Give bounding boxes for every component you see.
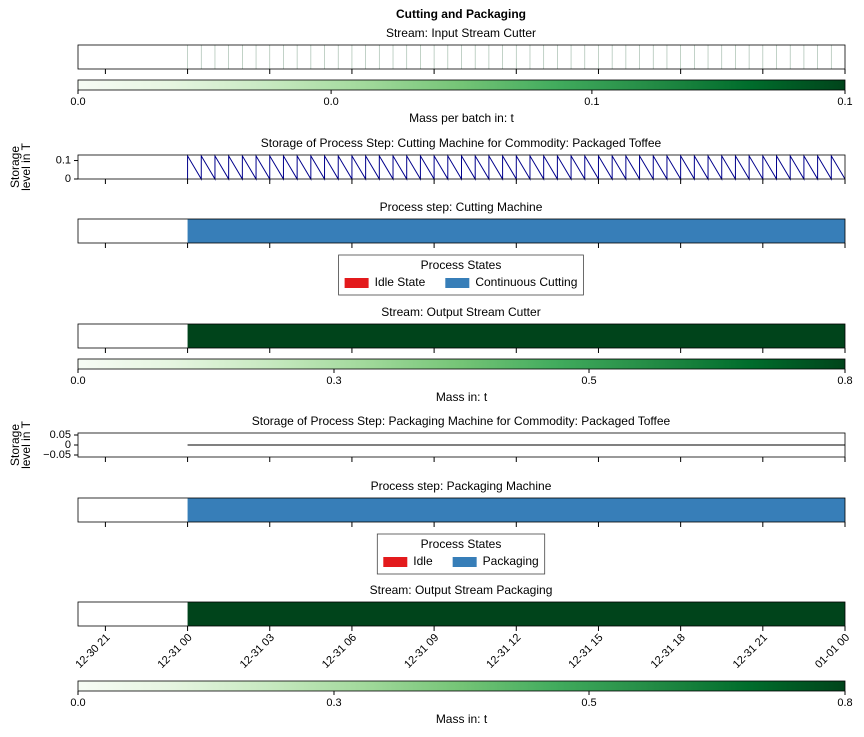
y-axis-label: Storage [8,424,22,466]
legend: Process States Idle Packaging [376,533,546,575]
panel-title: Stream: Output Stream Cutter [381,305,540,319]
panel-frame [77,323,846,349]
panel-frame [77,497,846,523]
panel-frame [77,154,846,180]
legend-label: Continuous Cutting [475,275,577,289]
x-tick-label: 12-31 09 [402,632,441,671]
colorbar-tick-label: 0.0 [70,697,85,709]
x-tick-label: 12-31 06 [320,632,359,671]
panel-title: Storage of Process Step: Cutting Machine… [261,136,662,150]
panel-title: Stream: Output Stream Packaging [370,583,553,597]
colorbar [77,680,846,692]
y-tick-label: 0 [65,439,71,451]
colorbar-label: Mass per batch in: t [409,111,514,125]
colorbar-tick-label: 0.0 [70,96,85,108]
panel-frame [77,432,846,458]
y-tick-label: 0.05 [50,429,71,441]
panel-frame [77,601,846,627]
colorbar-tick-label: 0.0 [323,96,338,108]
legend: Process States Idle State Continuous Cutti… [338,254,584,296]
legend-label: Idle State [375,275,426,289]
legend-title: Process States [421,537,502,551]
colorbar [77,79,846,91]
colorbar-label: Mass in: t [436,390,488,404]
x-tick-label: 01-01 00 [813,632,852,671]
colorbar-tick-label: 0.8 [837,375,852,387]
legend-title: Process States [421,258,502,272]
colorbar [77,358,846,370]
colorbar-tick-label: 0.3 [326,375,341,387]
y-tick-label: 0.1 [56,154,71,166]
panel-title: Storage of Process Step: Packaging Machi… [252,414,671,428]
x-tick-label: 12-31 12 [484,632,523,671]
state-segment [187,498,846,522]
storage-line [187,154,846,181]
x-tick-label: 12-31 21 [731,632,770,671]
y-axis-label: level in T [19,420,33,468]
x-tick-label: 12-31 18 [649,632,688,671]
colorbar-tick-label: 0.1 [837,96,852,108]
colorbar-label: Mass in: t [436,712,488,726]
colorbar-tick-label: 0.0 [70,375,85,387]
legend-label: Packaging [483,554,539,568]
colorbar-tick-label: 0.8 [837,697,852,709]
panel-title: Process step: Cutting Machine [380,200,543,214]
legend-box [338,254,584,296]
legend-swatch [383,557,408,567]
figure-title: Cutting and Packaging [396,7,526,21]
x-tick-label: 12-31 03 [238,632,277,671]
y-tick-label: 0 [65,173,71,185]
legend-label: Idle [413,554,433,568]
legend-box [376,533,546,575]
panel-title: Process step: Packaging Machine [371,479,552,493]
legend-swatch [452,557,477,567]
legend-swatch [344,278,369,288]
y-tick-label: −0.05 [43,449,71,461]
panel-title: Stream: Input Stream Cutter [386,26,536,40]
colorbar-tick-label: 0.5 [581,697,596,709]
legend-swatch [445,278,470,288]
colorbar-tick-label: 0.1 [584,96,599,108]
panel-frame [77,218,846,244]
y-axis-label: level in T [19,142,33,190]
stream-segment [187,602,846,626]
x-tick-label: 12-31 00 [156,632,195,671]
state-segment [187,219,846,243]
colorbar-tick-label: 0.5 [581,375,596,387]
x-tick-label: 12-30 21 [73,632,112,671]
stream-segment [187,324,846,348]
x-tick-label: 12-31 15 [566,632,605,671]
y-axis-label: Storage [8,146,22,188]
panel-frame [77,44,846,70]
colorbar-tick-label: 0.3 [326,697,341,709]
